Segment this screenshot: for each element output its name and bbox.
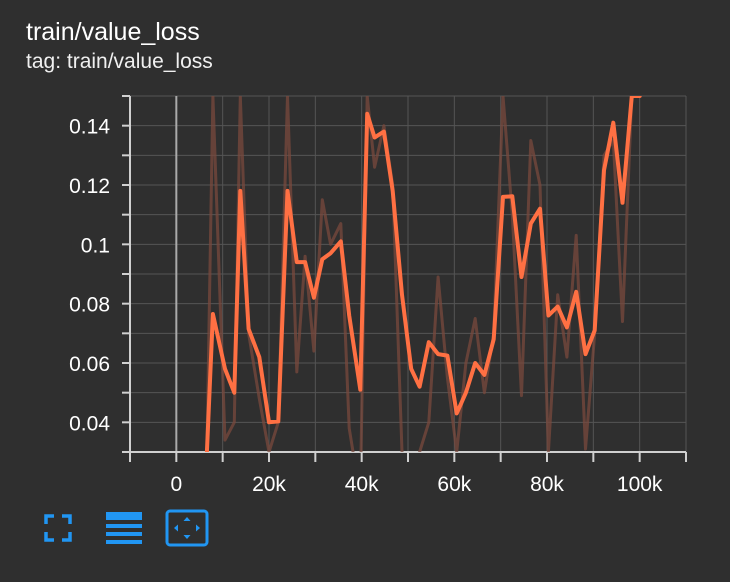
x-tick-label: 60k bbox=[437, 473, 471, 496]
smoothed-series-line bbox=[204, 96, 642, 452]
tick-label-layer: 0.04 0.06 0.08 0.1 0.12 0.14 0 20k 40k 60k 80k 100k bbox=[69, 116, 663, 496]
fullscreen-button[interactable] bbox=[40, 510, 76, 546]
x-tick-label: 0 bbox=[170, 473, 182, 496]
x-tick-label: 80k bbox=[530, 473, 564, 496]
card-tag: tag: train/value_loss bbox=[26, 50, 213, 73]
fullscreen-icon bbox=[44, 514, 72, 542]
y-tick-label: 0.1 bbox=[81, 234, 110, 257]
axes-layer bbox=[122, 95, 687, 462]
fit-domain-button[interactable] bbox=[164, 508, 210, 548]
series-layer bbox=[204, 96, 642, 452]
y-tick-label: 0.08 bbox=[69, 294, 110, 317]
x-tick-label: 20k bbox=[252, 473, 286, 496]
y-tick-label: 0.04 bbox=[69, 412, 110, 435]
fit-domain-icon bbox=[165, 509, 209, 547]
y-tick-label: 0.12 bbox=[69, 175, 110, 198]
toggle-log-scale-icon bbox=[106, 512, 142, 544]
card-toolbar bbox=[40, 508, 210, 548]
toggle-log-scale-button[interactable] bbox=[104, 510, 144, 546]
card-title: train/value_loss bbox=[26, 18, 200, 46]
y-tick-label: 0.06 bbox=[69, 353, 110, 376]
x-tick-label: 100k bbox=[617, 473, 663, 496]
x-tick-label: 40k bbox=[345, 473, 379, 496]
y-tick-label: 0.14 bbox=[69, 116, 110, 139]
